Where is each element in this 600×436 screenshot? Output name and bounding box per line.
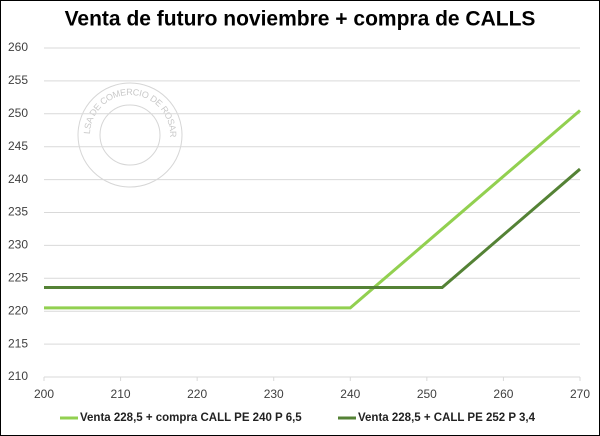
y-tick-label: 235: [8, 205, 28, 219]
y-tick-label: 220: [8, 303, 28, 317]
x-tick-label: 260: [493, 387, 513, 401]
y-tick-label: 215: [8, 336, 28, 350]
legend-label: Venta 228,5 + compra CALL PE 240 P 6,5: [80, 412, 302, 424]
x-tick-label: 240: [340, 387, 360, 401]
x-tick-label: 230: [264, 387, 284, 401]
y-tick-label: 240: [8, 172, 28, 186]
watermark-ring: [99, 104, 161, 166]
chart-title: Venta de futuro noviembre + compra de CA…: [65, 8, 536, 31]
y-tick-label: 245: [8, 139, 28, 153]
y-tick-label: 255: [8, 73, 28, 87]
x-tick-label: 250: [417, 387, 437, 401]
x-tick-label: 270: [570, 387, 590, 401]
x-tick-label: 220: [187, 387, 207, 401]
series-line: [44, 167, 581, 290]
x-tick-label: 210: [111, 387, 131, 401]
y-tick-label: 210: [8, 369, 28, 383]
x-tick-label: 200: [34, 387, 54, 401]
y-tick-label: 260: [8, 40, 28, 54]
series-line: [44, 109, 581, 310]
watermark-ring: [77, 82, 183, 188]
y-tick-label: 225: [8, 270, 28, 284]
y-tick-label: 250: [8, 106, 28, 120]
y-tick-label: 230: [8, 238, 28, 252]
legend-label: Venta 228,5 + CALL PE 252 P 3,4: [358, 412, 536, 424]
